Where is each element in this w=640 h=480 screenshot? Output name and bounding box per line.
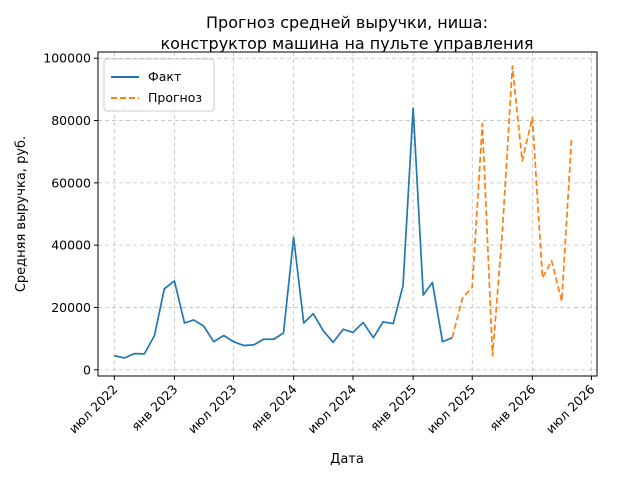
y-tick-label: 100000 [43, 51, 91, 66]
x-axis-label: Дата [330, 452, 364, 467]
legend-label-fact: Факт [148, 69, 181, 84]
y-tick-label: 60000 [51, 175, 91, 190]
legend-label-forecast: Прогноз [148, 90, 202, 105]
y-tick-label: 40000 [51, 238, 91, 253]
y-tick-label: 80000 [51, 113, 91, 128]
y-tick-label: 20000 [51, 300, 91, 315]
chart-title-line: конструктор машина на пульте управления [161, 34, 534, 53]
plot-frame [97, 51, 598, 377]
series-line-fact [114, 107, 453, 359]
y-axis: 0 20000 40000 60000 80000 100000 [43, 51, 98, 377]
plot-series [114, 65, 573, 359]
grid [98, 52, 597, 376]
chart-title: Прогноз средней выручки, ниша: конструкто… [161, 13, 534, 53]
y-axis-label: Средняя выручка, руб. [14, 136, 29, 292]
y-tick-label: 0 [83, 362, 91, 377]
chart-title-line: Прогноз средней выручки, ниша: [206, 13, 488, 32]
series-line-forecast [451, 65, 573, 357]
legend: Факт Прогноз [103, 58, 215, 112]
